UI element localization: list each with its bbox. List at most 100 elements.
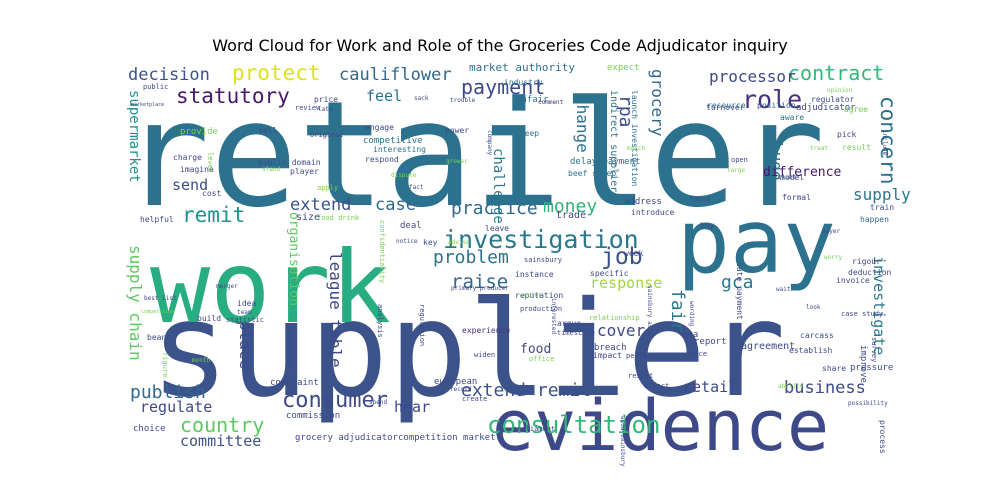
word-widen: widen [474,351,495,359]
word-perform: perform [626,352,656,360]
word-cauliflower: cauliflower [339,65,452,85]
word-pay: pay [677,190,836,293]
word-grocery: grocery [648,69,667,137]
word-invoice: invoice [836,276,870,285]
word-dispute: dispute [391,172,417,179]
word-send: send [172,176,208,194]
word-affect: affect [644,382,669,390]
word-provide: provide [180,127,218,137]
word-argue: argue [557,319,581,328]
word-league-table: league table [326,252,345,368]
word-problem: problem [433,247,509,268]
word-unfair: unfair [516,95,549,105]
word-key: key [423,238,438,247]
word-choice: choice [133,424,166,434]
word-notice: notice [396,238,418,245]
word-competition: competition [141,309,174,315]
word-office: office [529,355,554,363]
word-player: player [290,167,319,176]
word-month: month [192,357,210,364]
word-treat: treat [810,145,828,152]
word-look: look [806,304,821,311]
word-asda-sainsbury: asda sainsbury [619,416,626,467]
word-complaint: complaint [270,378,319,388]
word-share: share [822,364,846,373]
word-sheep: sheep [515,129,539,138]
word-indirect-supplier: indirect supplier [608,90,619,192]
word-committee: committee [180,432,261,450]
word-country: country [180,413,264,437]
word-create: create [462,395,487,403]
word-concern: concern [876,96,900,185]
word-resource: resource [707,101,746,110]
word-job: job [601,244,643,270]
word-best: best [144,295,159,302]
word-supply: supply [853,185,911,204]
word-level: level [206,152,214,173]
word-interesting: interesting [373,145,426,154]
word-regulator: regulator [811,95,855,104]
word-address: address [624,197,662,207]
word-independent: independent [286,327,293,367]
word-pressure: pressure [850,363,893,373]
word-fact: fact [409,184,424,191]
word-reputation: reputation [515,291,563,300]
word-respond: respond [365,155,399,164]
word-confidentiality: confidentiality [378,220,386,283]
word-report: report [694,337,727,347]
word-raise: raise [451,271,508,293]
word-agreement: agreement [741,341,795,352]
word-include: include [881,130,888,156]
word-delay-payment: delay payment [570,157,640,167]
word-idea: idea [237,299,256,308]
word-sector: sector [520,292,542,299]
word-power: power [445,126,469,135]
word-place: place [236,321,255,369]
word-market-authority: market authority [469,61,575,74]
word-improve: improve [858,345,868,383]
word-expect: expect [607,63,640,73]
word-sell: sell [258,126,277,135]
word-advise: advise [448,239,470,246]
word-original: original [310,131,344,139]
word-force: force [686,350,707,358]
word-regulate: regulate [140,398,212,416]
word-challenge: challenge [490,148,506,224]
word-size: size [296,212,320,223]
word-extend: extend [290,195,351,215]
word-buy: buy [700,221,715,230]
word-production: production [520,305,562,313]
word-deal: deal [400,221,422,231]
word-investigation: investigation [443,225,639,254]
word-experience: experience [462,326,510,335]
word-business: business [784,378,866,398]
word-wait: wait [776,286,791,293]
word-investigate: investigate [870,256,888,355]
chart-title: Word Cloud for Work and Role of the Groc… [212,36,788,55]
word-apply: apply [317,184,338,192]
word-relationship: relationship [589,314,640,322]
word-consultation: consultation [487,411,660,439]
word-introduce: introduce [631,208,675,217]
word-hear: hear [394,398,430,416]
word-survey: survey [870,337,878,362]
word-fair: fair [667,289,688,333]
word-pick: pick [837,130,856,139]
word-carcass: carcass [800,331,834,340]
word-engage: engage [365,123,394,132]
word-supplier: supplier [150,273,786,427]
word-ability: ability [778,383,804,390]
word-late: late [318,106,333,113]
word-impact: impact [593,351,622,360]
word-company: company [486,130,493,156]
word-blunt: blunt [778,174,796,181]
word-feel: feel [366,87,402,105]
word-extend-remit: extend remit [461,380,591,401]
word-resist: resist [628,372,653,380]
word-deduction: deduction [848,268,892,277]
word-trade: trade [556,210,586,221]
word-imagine: imagine [180,165,214,174]
word-statutory: statutory [176,84,290,108]
word-gca: gca [721,272,754,293]
word-rigour: rigour [852,257,881,266]
